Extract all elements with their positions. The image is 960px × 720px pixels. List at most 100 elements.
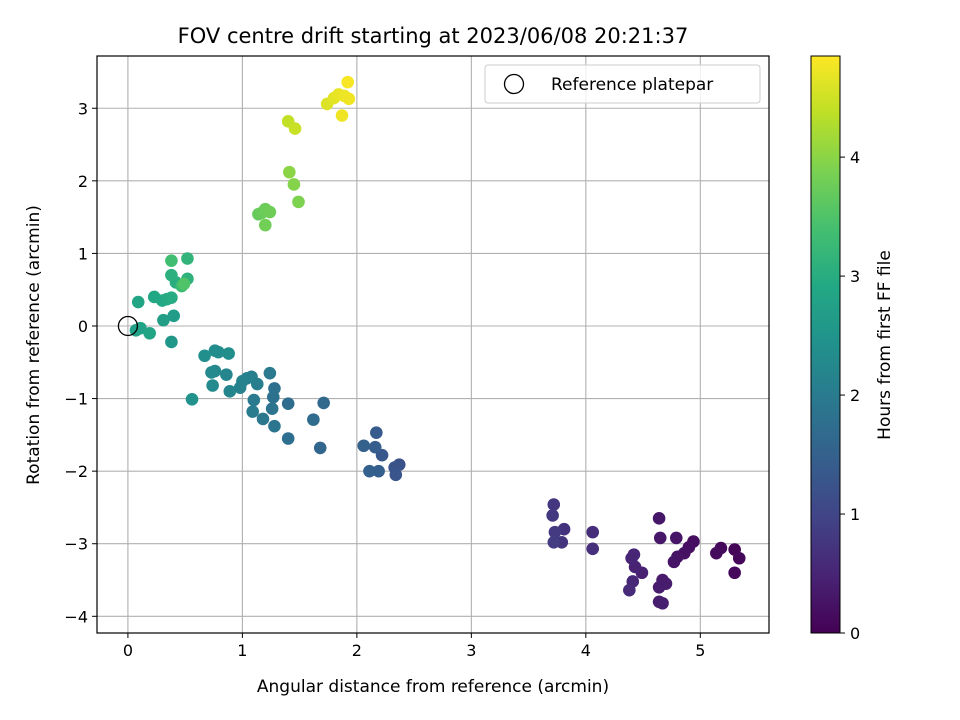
data-point xyxy=(357,439,371,453)
data-point xyxy=(222,347,235,360)
data-point xyxy=(656,596,669,610)
y-tick-label: 0 xyxy=(78,317,88,336)
data-point xyxy=(265,402,279,416)
y-tick-label: −1 xyxy=(64,390,88,409)
data-point xyxy=(263,366,277,380)
colorbar-tick-label: 2 xyxy=(850,386,860,405)
data-point xyxy=(292,195,305,209)
colorbar-tick-label: 4 xyxy=(850,148,860,167)
data-point xyxy=(363,464,376,478)
data-point xyxy=(728,566,741,580)
data-point xyxy=(165,254,178,267)
data-point xyxy=(198,349,211,363)
data-point xyxy=(223,385,237,398)
reference-marker xyxy=(117,315,139,337)
data-point xyxy=(181,252,194,265)
data-point xyxy=(547,498,561,511)
data-point xyxy=(256,412,270,426)
data-point xyxy=(667,555,681,569)
data-point xyxy=(627,548,641,561)
data-point xyxy=(143,326,156,340)
data-point xyxy=(652,512,666,525)
x-axis: 0 1 2 3 4 5 xyxy=(123,633,705,660)
data-point xyxy=(623,583,636,597)
y-tick-label: −2 xyxy=(64,462,88,481)
legend: Reference platepar xyxy=(484,64,761,104)
data-point xyxy=(281,397,295,410)
data-point xyxy=(246,405,259,418)
data-point xyxy=(342,92,356,106)
data-point xyxy=(341,75,355,89)
y-tick-label: 3 xyxy=(78,99,88,118)
data-point xyxy=(287,178,301,191)
y-tick-label: −4 xyxy=(64,607,88,626)
data-point xyxy=(548,525,562,539)
data-point xyxy=(281,432,295,445)
data-point xyxy=(258,218,272,232)
colorbar-title: Hours from first FF file xyxy=(875,250,895,440)
data-point xyxy=(165,291,178,304)
data-point xyxy=(586,525,600,539)
data-point xyxy=(653,531,667,545)
data-point xyxy=(317,396,330,410)
data-point xyxy=(205,366,218,379)
data-point xyxy=(546,509,559,522)
data-point xyxy=(368,440,382,454)
data-point xyxy=(335,109,349,122)
data-points xyxy=(129,75,746,610)
data-point xyxy=(389,468,403,482)
data-point xyxy=(247,393,261,407)
data-point xyxy=(131,295,145,309)
x-tick-label: 0 xyxy=(123,641,133,660)
data-point xyxy=(167,309,181,323)
data-point xyxy=(652,580,666,594)
colorbar-tick-label: 1 xyxy=(850,505,860,524)
reference-point xyxy=(117,315,139,337)
legend-label: Reference platepar xyxy=(551,75,713,95)
data-point xyxy=(185,392,199,406)
data-point xyxy=(288,122,302,135)
data-point xyxy=(220,368,233,381)
data-point xyxy=(372,464,385,478)
x-axis-title: Angular distance from reference (arcmin) xyxy=(257,677,609,697)
data-point xyxy=(586,542,600,556)
y-tick-label: 2 xyxy=(78,172,88,191)
data-point xyxy=(233,381,247,394)
x-tick-label: 3 xyxy=(466,641,476,660)
colorbar-tick-label: 0 xyxy=(850,624,860,643)
x-tick-label: 2 xyxy=(352,641,362,660)
data-point xyxy=(266,390,280,404)
data-point xyxy=(732,551,746,565)
chart-title: FOV centre drift starting at 2023/06/08 … xyxy=(178,24,689,48)
plot-frame xyxy=(96,55,770,634)
data-point xyxy=(710,546,723,560)
data-point xyxy=(307,413,320,426)
data-point xyxy=(283,165,296,179)
x-tick-label: 5 xyxy=(695,641,705,660)
x-tick-label: 4 xyxy=(581,641,591,660)
legend-marker xyxy=(503,73,525,95)
grid xyxy=(97,56,769,633)
data-point xyxy=(165,335,178,349)
data-point xyxy=(268,419,281,433)
data-point xyxy=(313,441,327,455)
data-point xyxy=(206,379,219,392)
legend-box xyxy=(484,64,761,104)
colorbar xyxy=(810,55,841,634)
data-point xyxy=(669,531,683,545)
colorbar-tick-label: 3 xyxy=(850,267,860,286)
data-point xyxy=(165,268,178,282)
data-point xyxy=(157,313,170,327)
y-axis: −4 −3 −2 −1 0 1 2 3 xyxy=(64,99,97,626)
data-point xyxy=(263,205,277,219)
data-point xyxy=(177,277,191,291)
colorbar-axis: 0 1 2 3 4 xyxy=(840,148,860,643)
data-point xyxy=(547,535,561,549)
y-tick-label: 1 xyxy=(78,244,88,263)
y-tick-label: −3 xyxy=(64,535,88,554)
data-point xyxy=(212,345,225,359)
x-tick-label: 1 xyxy=(237,641,247,660)
y-axis-title: Rotation from reference (arcmin) xyxy=(24,205,44,485)
data-point xyxy=(370,426,383,439)
